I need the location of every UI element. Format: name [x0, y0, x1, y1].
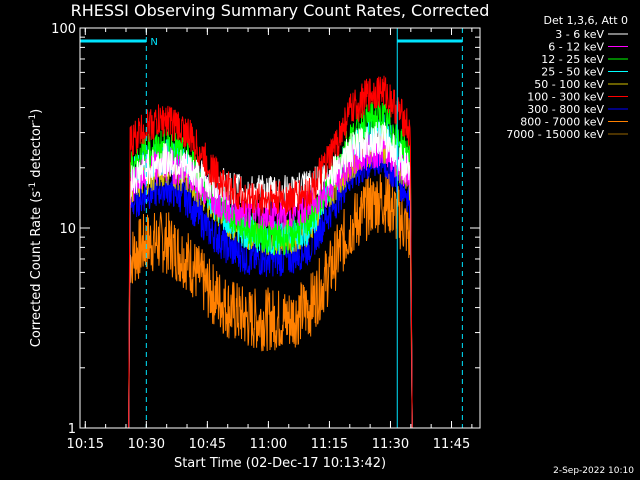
x-tick-label: 11:45	[433, 437, 470, 452]
y-axis-label: Corrected Count Rate (s-1 detector-1)	[28, 109, 44, 347]
x-tick-label: 11:00	[250, 437, 287, 452]
plot-timestamp: 2-Sep-2022 10:10	[553, 466, 634, 476]
y-label-sup2: -1	[28, 114, 38, 123]
legend-entry-label: 800 - 7000 keV	[520, 116, 604, 129]
legend-entry-label: 12 - 25 keV	[541, 53, 604, 66]
x-axis-label: Start Time (02-Dec-17 10:13:42)	[174, 456, 386, 471]
x-tick-label: 10:30	[128, 437, 165, 452]
legend-entry-label: 3 - 6 keV	[555, 28, 604, 41]
y-label-part3: )	[29, 109, 44, 114]
night-annotation-n: N	[150, 37, 157, 48]
legend-entry-label: 7000 - 15000 keV	[506, 128, 604, 141]
x-tick-label: 10:15	[67, 437, 104, 452]
y-label-sup1: -1	[28, 182, 38, 191]
y-tick-label: 1	[68, 422, 76, 437]
series-line-7	[128, 173, 413, 429]
x-tick-label: 11:30	[372, 437, 409, 452]
legend-entry-label: 300 - 800 keV	[527, 103, 604, 116]
legend-header: Det 1,3,6, Att 0	[544, 14, 628, 27]
series-line-5	[128, 75, 413, 429]
x-tick-label: 11:15	[311, 437, 348, 452]
y-label-part1: Corrected Count Rate (s	[29, 191, 44, 348]
x-tick-label: 10:45	[189, 437, 226, 452]
legend-entry-label: 25 - 50 keV	[541, 66, 604, 79]
legend-entry-label: 100 - 300 keV	[527, 91, 604, 104]
y-tick-label: 10	[59, 222, 76, 237]
y-tick-label: 100	[51, 22, 76, 37]
legend-entry-label: 50 - 100 keV	[534, 78, 604, 91]
chart-title: RHESSI Observing Summary Count Rates, Co…	[71, 1, 490, 20]
y-label-part2: detector	[29, 122, 44, 182]
series-line-0	[128, 121, 413, 429]
legend-entry-label: 6 - 12 keV	[548, 41, 604, 54]
